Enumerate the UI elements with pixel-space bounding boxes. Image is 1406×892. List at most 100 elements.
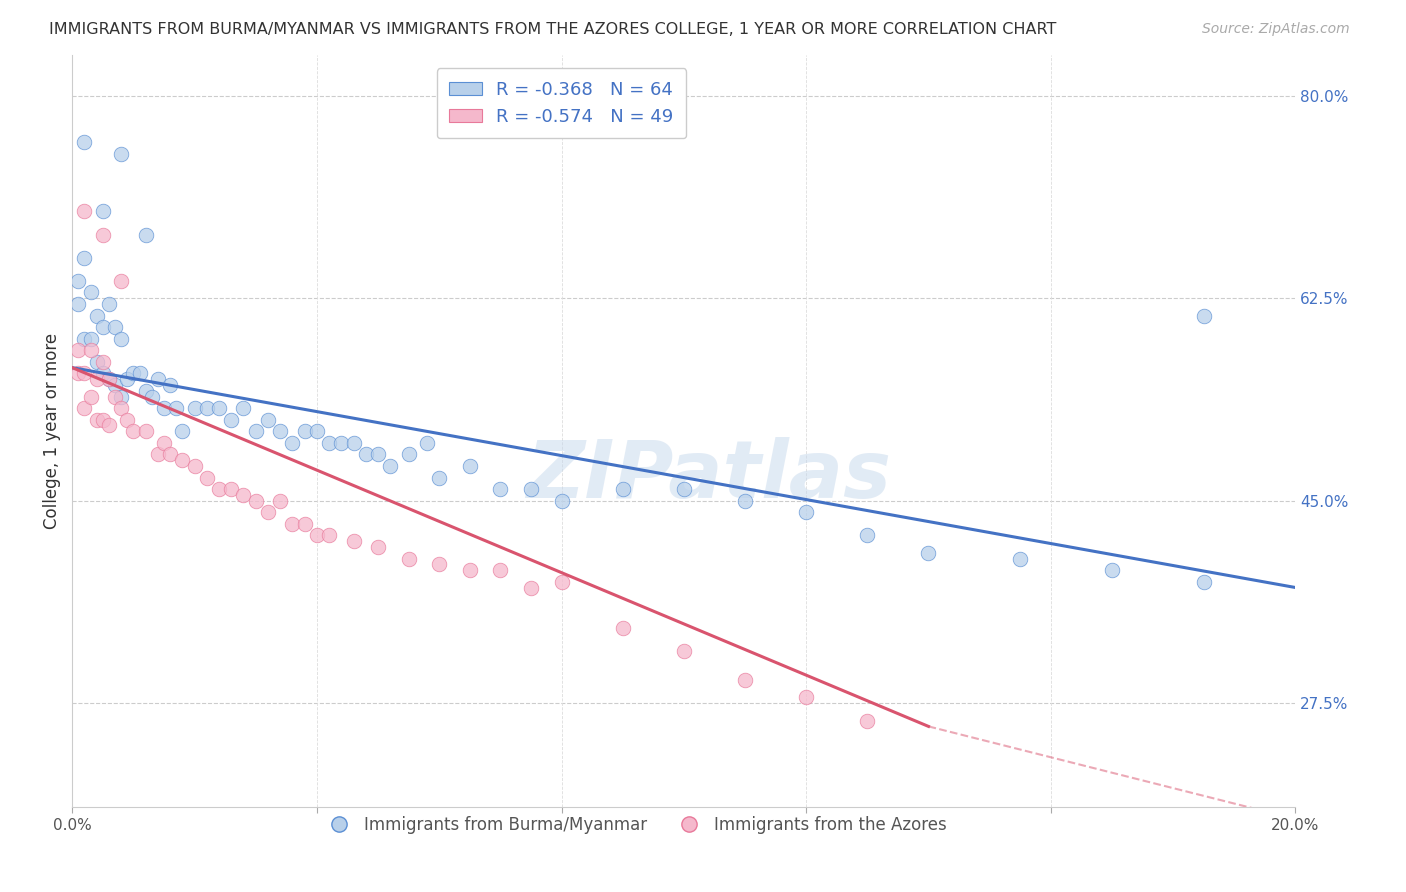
Point — [520, 581, 543, 595]
Point — [208, 401, 231, 416]
Point — [86, 372, 108, 386]
Point — [917, 546, 939, 560]
Point — [794, 505, 817, 519]
Point — [91, 227, 114, 242]
Point — [195, 401, 218, 416]
Point — [128, 367, 150, 381]
Point — [305, 424, 328, 438]
Point — [294, 516, 316, 531]
Point — [117, 372, 139, 386]
Point — [97, 372, 120, 386]
Point — [73, 204, 96, 219]
Point — [110, 274, 132, 288]
Point — [257, 505, 280, 519]
Point — [269, 493, 291, 508]
Point — [79, 390, 101, 404]
Point — [172, 424, 194, 438]
Point — [159, 447, 181, 461]
Point — [281, 516, 304, 531]
Point — [79, 285, 101, 300]
Point — [1192, 574, 1215, 589]
Point — [91, 355, 114, 369]
Text: IMMIGRANTS FROM BURMA/MYANMAR VS IMMIGRANTS FROM THE AZORES COLLEGE, 1 YEAR OR M: IMMIGRANTS FROM BURMA/MYANMAR VS IMMIGRA… — [49, 22, 1056, 37]
Point — [86, 413, 108, 427]
Point — [91, 204, 114, 219]
Point — [73, 332, 96, 346]
Point — [146, 372, 169, 386]
Point — [458, 458, 481, 473]
Point — [1192, 309, 1215, 323]
Point — [86, 355, 108, 369]
Point — [342, 435, 364, 450]
Point — [104, 378, 127, 392]
Point — [79, 332, 101, 346]
Point — [612, 621, 634, 635]
Point — [135, 424, 157, 438]
Point — [257, 413, 280, 427]
Point — [122, 367, 145, 381]
Point — [91, 320, 114, 334]
Point — [330, 435, 353, 450]
Point — [427, 470, 450, 484]
Point — [380, 458, 402, 473]
Point — [1010, 551, 1032, 566]
Point — [67, 343, 90, 358]
Point — [91, 367, 114, 381]
Point — [550, 493, 572, 508]
Point — [97, 418, 120, 433]
Point — [104, 320, 127, 334]
Point — [416, 435, 439, 450]
Point — [146, 447, 169, 461]
Point — [159, 378, 181, 392]
Point — [794, 690, 817, 705]
Point — [73, 251, 96, 265]
Point — [67, 297, 90, 311]
Point — [79, 343, 101, 358]
Legend: Immigrants from Burma/Myanmar, Immigrants from the Azores: Immigrants from Burma/Myanmar, Immigrant… — [316, 809, 953, 840]
Point — [318, 435, 340, 450]
Point — [110, 390, 132, 404]
Point — [110, 401, 132, 416]
Point — [354, 447, 377, 461]
Point — [141, 390, 163, 404]
Point — [458, 563, 481, 577]
Point — [67, 274, 90, 288]
Point — [172, 453, 194, 467]
Point — [153, 401, 176, 416]
Point — [219, 413, 242, 427]
Point — [367, 447, 389, 461]
Point — [232, 401, 254, 416]
Point — [281, 435, 304, 450]
Point — [86, 309, 108, 323]
Point — [672, 644, 695, 658]
Point — [73, 401, 96, 416]
Point — [269, 424, 291, 438]
Point — [183, 401, 205, 416]
Point — [489, 482, 512, 496]
Point — [734, 673, 756, 687]
Point — [67, 367, 90, 381]
Point — [294, 424, 316, 438]
Y-axis label: College, 1 year or more: College, 1 year or more — [44, 334, 60, 529]
Point — [97, 297, 120, 311]
Point — [427, 558, 450, 572]
Point — [245, 493, 267, 508]
Point — [165, 401, 187, 416]
Point — [219, 482, 242, 496]
Point — [520, 482, 543, 496]
Text: ZIPatlas: ZIPatlas — [526, 437, 891, 516]
Point — [183, 458, 205, 473]
Point — [110, 146, 132, 161]
Point — [97, 372, 120, 386]
Point — [135, 227, 157, 242]
Point — [117, 413, 139, 427]
Point — [489, 563, 512, 577]
Point — [1101, 563, 1123, 577]
Point — [856, 714, 879, 728]
Point — [232, 488, 254, 502]
Point — [398, 447, 420, 461]
Point — [318, 528, 340, 542]
Text: Source: ZipAtlas.com: Source: ZipAtlas.com — [1202, 22, 1350, 37]
Point — [672, 482, 695, 496]
Point — [73, 367, 96, 381]
